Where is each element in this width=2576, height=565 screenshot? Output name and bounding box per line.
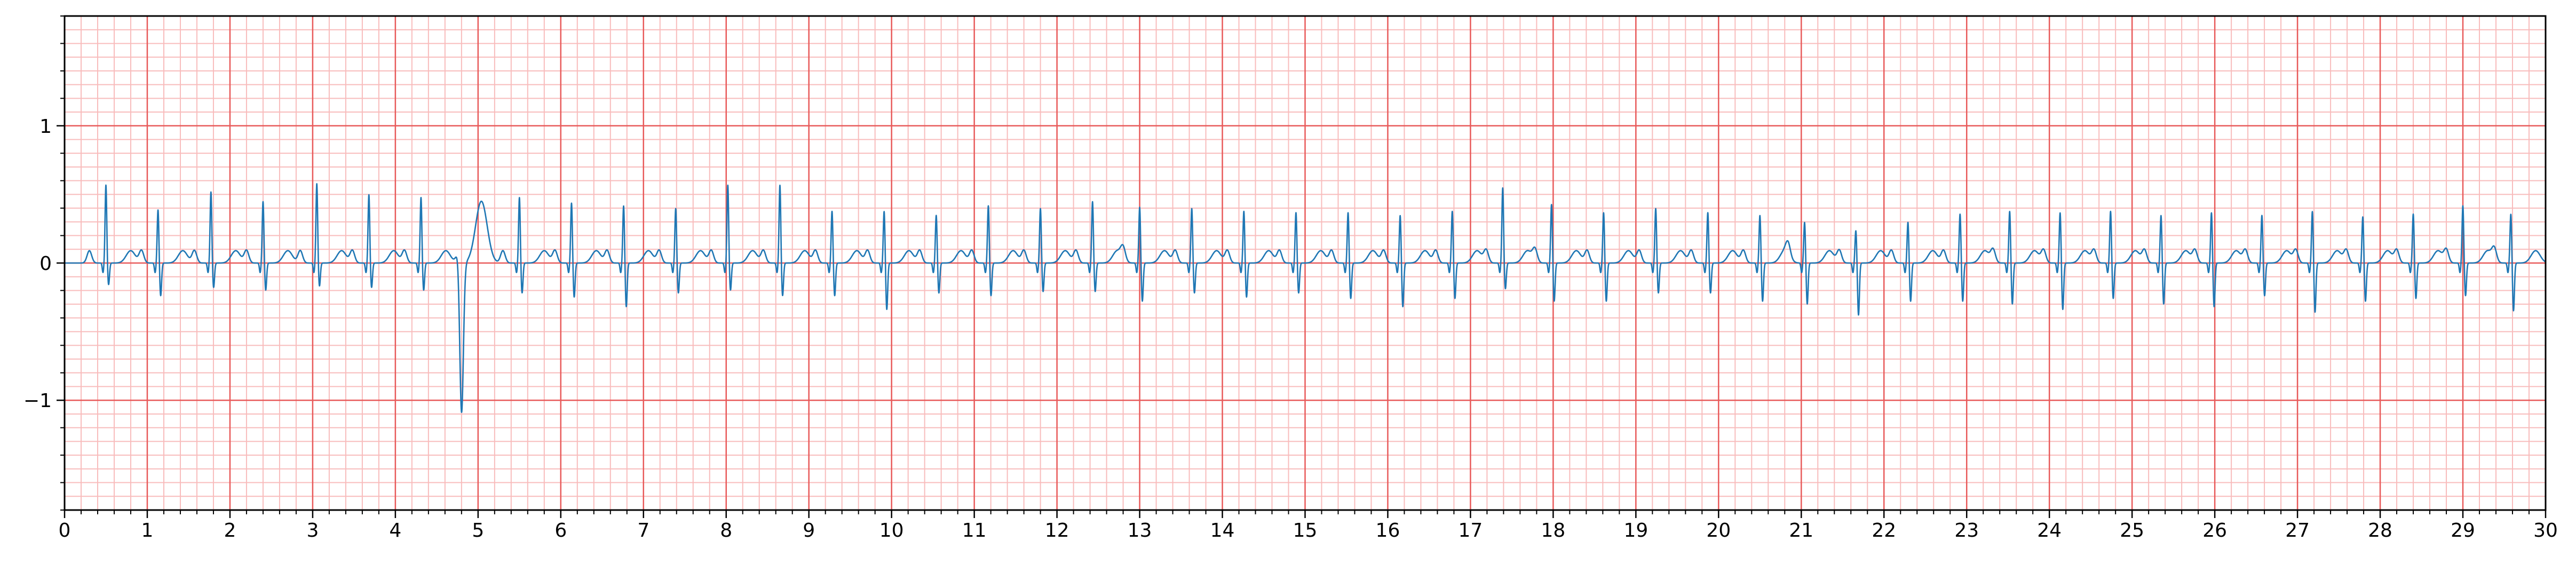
x-tick-label: 18 (1541, 520, 1565, 542)
x-tick-label: 1 (141, 520, 154, 542)
y-axis: −1 0 1 (23, 15, 65, 511)
x-tick-label: 13 (1128, 520, 1152, 542)
x-tick-label: 2 (224, 520, 236, 542)
x-tick-label: 14 (1210, 520, 1235, 542)
y-tick-label: −1 (23, 390, 52, 412)
x-tick-label: 9 (803, 520, 815, 542)
x-tick-label: 21 (1789, 520, 1813, 542)
x-tick-label: 24 (2037, 520, 2062, 542)
x-tick-label: 8 (720, 520, 732, 542)
x-tick-label: 3 (306, 520, 319, 542)
x-tick-label: 29 (2451, 520, 2475, 542)
x-tick-label: 27 (2285, 520, 2310, 542)
x-tick-label: 4 (389, 520, 401, 542)
x-tick-label: 11 (962, 520, 987, 542)
ecg-trace-line (64, 183, 2546, 413)
x-tick-label: 7 (637, 520, 649, 542)
x-axis: 0 1 2 3 4 5 6 7 8 9 10 11 12 13 14 15 16 17 18 19 20 21 22 23 24… (59, 510, 2558, 542)
x-tick-label: 23 (1954, 520, 1979, 542)
y-tick-label: 0 (39, 253, 52, 275)
x-tick-label: 22 (1872, 520, 1896, 542)
x-tick-label: 5 (472, 520, 484, 542)
x-tick-label: 6 (554, 520, 567, 542)
y-tick-label: 1 (39, 116, 52, 138)
series-layer (64, 183, 2546, 413)
x-tick-label: 16 (1376, 520, 1400, 542)
x-tick-label: 20 (1706, 520, 1731, 542)
x-tick-label: 30 (2533, 520, 2558, 542)
x-tick-label: 17 (1459, 520, 1483, 542)
x-tick-label: 19 (1623, 520, 1648, 542)
x-tick-label: 25 (2120, 520, 2144, 542)
x-tick-label: 10 (879, 520, 904, 542)
x-tick-label: 15 (1293, 520, 1318, 542)
x-tick-label: 26 (2202, 520, 2227, 542)
x-tick-label: 12 (1045, 520, 1069, 542)
x-tick-label: 28 (2368, 520, 2392, 542)
x-tick-label: 0 (59, 520, 71, 542)
